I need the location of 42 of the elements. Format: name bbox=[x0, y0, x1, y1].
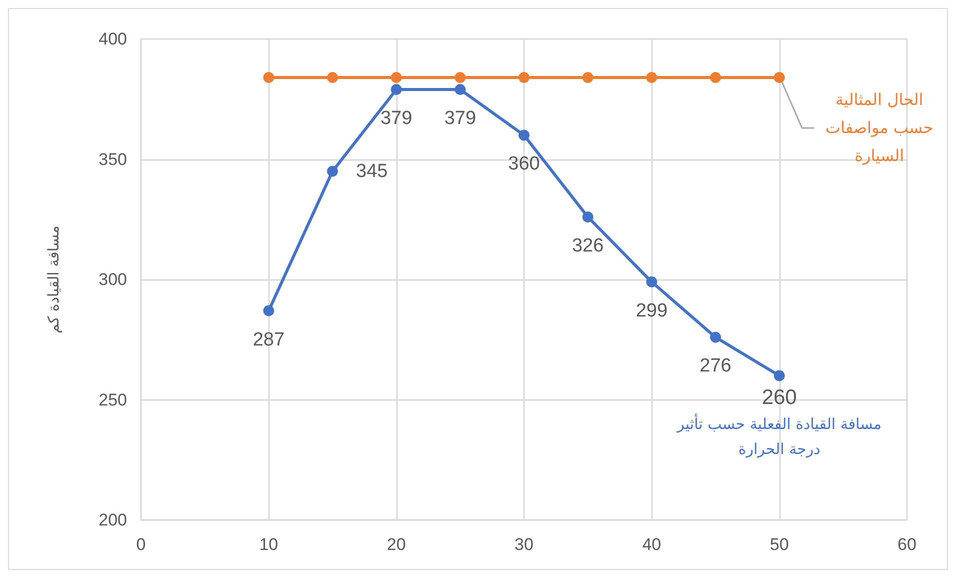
x-tick-label: 30 bbox=[514, 535, 534, 554]
data-label: 276 bbox=[700, 356, 732, 377]
point bbox=[774, 72, 785, 83]
x-tick-label: 60 bbox=[898, 535, 916, 554]
data-label: 260 bbox=[762, 386, 797, 410]
point bbox=[518, 72, 530, 83]
y-axis-title: مسافة القيادة كم bbox=[44, 226, 62, 334]
x-tick-label: 50 bbox=[770, 535, 789, 554]
y-tick-label: 350 bbox=[98, 150, 127, 169]
y-tick-label: 400 bbox=[98, 30, 127, 48]
y-tick-label: 200 bbox=[98, 510, 127, 530]
x-tick-label: 0 bbox=[136, 535, 146, 554]
point bbox=[582, 211, 594, 222]
point bbox=[390, 72, 402, 83]
text: الحال المثالية حسب مواصفات السيارة bbox=[825, 90, 934, 165]
x-tick-label: 40 bbox=[642, 535, 662, 554]
data-label: 379 bbox=[380, 108, 412, 130]
point bbox=[518, 130, 530, 141]
y-tick-label: 250 bbox=[98, 390, 127, 410]
point bbox=[327, 166, 338, 177]
text: مسافة القيادة الفعلية حسب تأثير درجة الحرارة bbox=[676, 413, 882, 458]
point bbox=[454, 72, 466, 83]
point bbox=[327, 72, 338, 83]
point bbox=[646, 276, 658, 288]
point bbox=[263, 305, 274, 316]
point bbox=[710, 332, 721, 343]
point bbox=[454, 84, 466, 95]
point bbox=[646, 72, 658, 83]
point bbox=[582, 72, 594, 83]
x-tick-label: 10 bbox=[259, 535, 278, 554]
x-tick-label: 20 bbox=[386, 535, 406, 554]
data-label: 299 bbox=[636, 300, 668, 322]
data-label: 345 bbox=[356, 160, 388, 182]
data-label: 360 bbox=[508, 154, 540, 175]
data-label: 379 bbox=[444, 108, 476, 130]
point bbox=[774, 370, 785, 382]
data-label: 326 bbox=[572, 235, 604, 256]
point bbox=[390, 84, 402, 95]
data-label: 287 bbox=[252, 329, 285, 350]
point bbox=[263, 72, 274, 83]
y-tick-label: 300 bbox=[98, 270, 127, 289]
point bbox=[710, 72, 721, 83]
